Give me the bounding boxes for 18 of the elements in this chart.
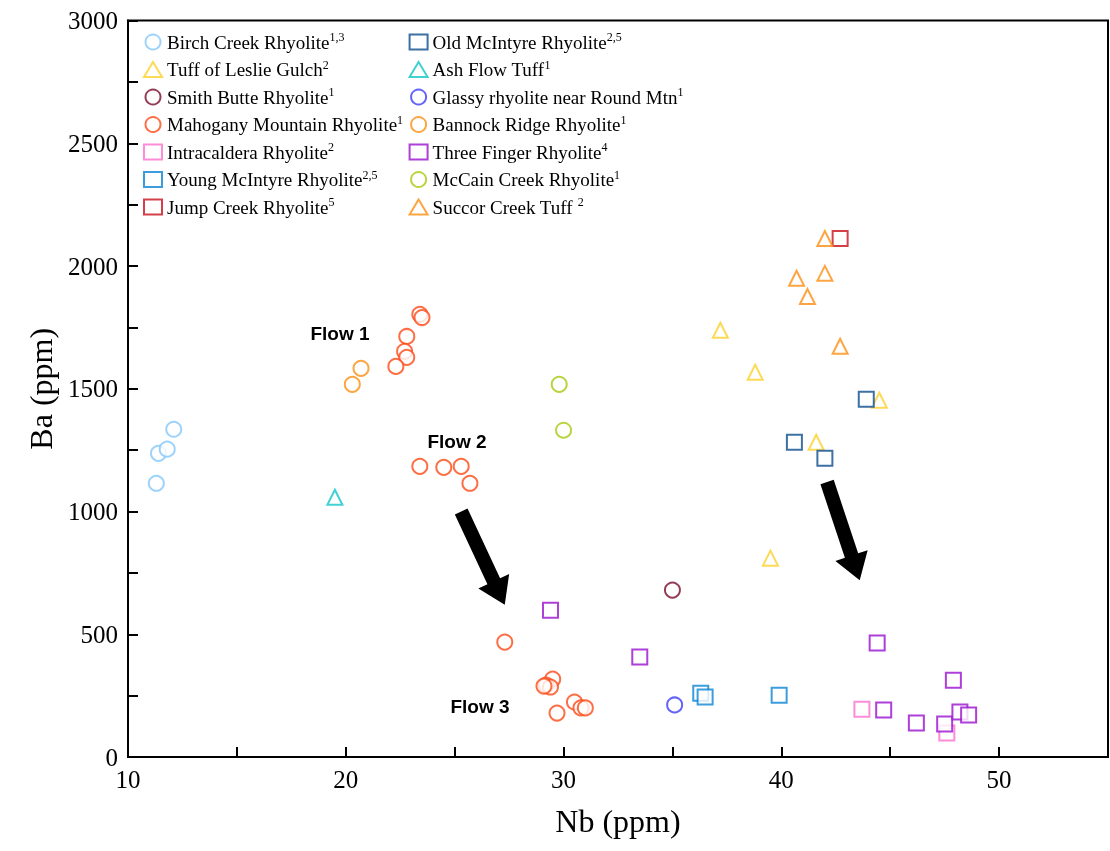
y-tick-label: 0 <box>105 743 118 771</box>
y-tick-label: 500 <box>80 620 118 648</box>
y-tick-label: 1500 <box>68 375 118 403</box>
annotation: Flow 2 <box>427 430 487 452</box>
y-tick-label: 3000 <box>68 7 118 34</box>
y-tick-label: 1000 <box>68 498 118 525</box>
y-tick-label: 2500 <box>68 129 118 157</box>
y-tick-label: 2000 <box>68 252 118 280</box>
x-axis-title: Nb (ppm) <box>555 803 681 839</box>
x-tick-label: 30 <box>551 766 577 793</box>
x-tick-label: 10 <box>115 766 141 793</box>
x-tick-label: 20 <box>333 766 359 793</box>
annotation: Flow 3 <box>450 695 510 717</box>
annotation: Flow 1 <box>310 322 370 344</box>
x-tick-label: 40 <box>768 766 794 793</box>
x-tick-label: 50 <box>986 766 1012 793</box>
legend-label: Succor Creek Tuff 2 <box>432 195 584 218</box>
y-axis-title: Ba (ppm) <box>23 327 60 450</box>
